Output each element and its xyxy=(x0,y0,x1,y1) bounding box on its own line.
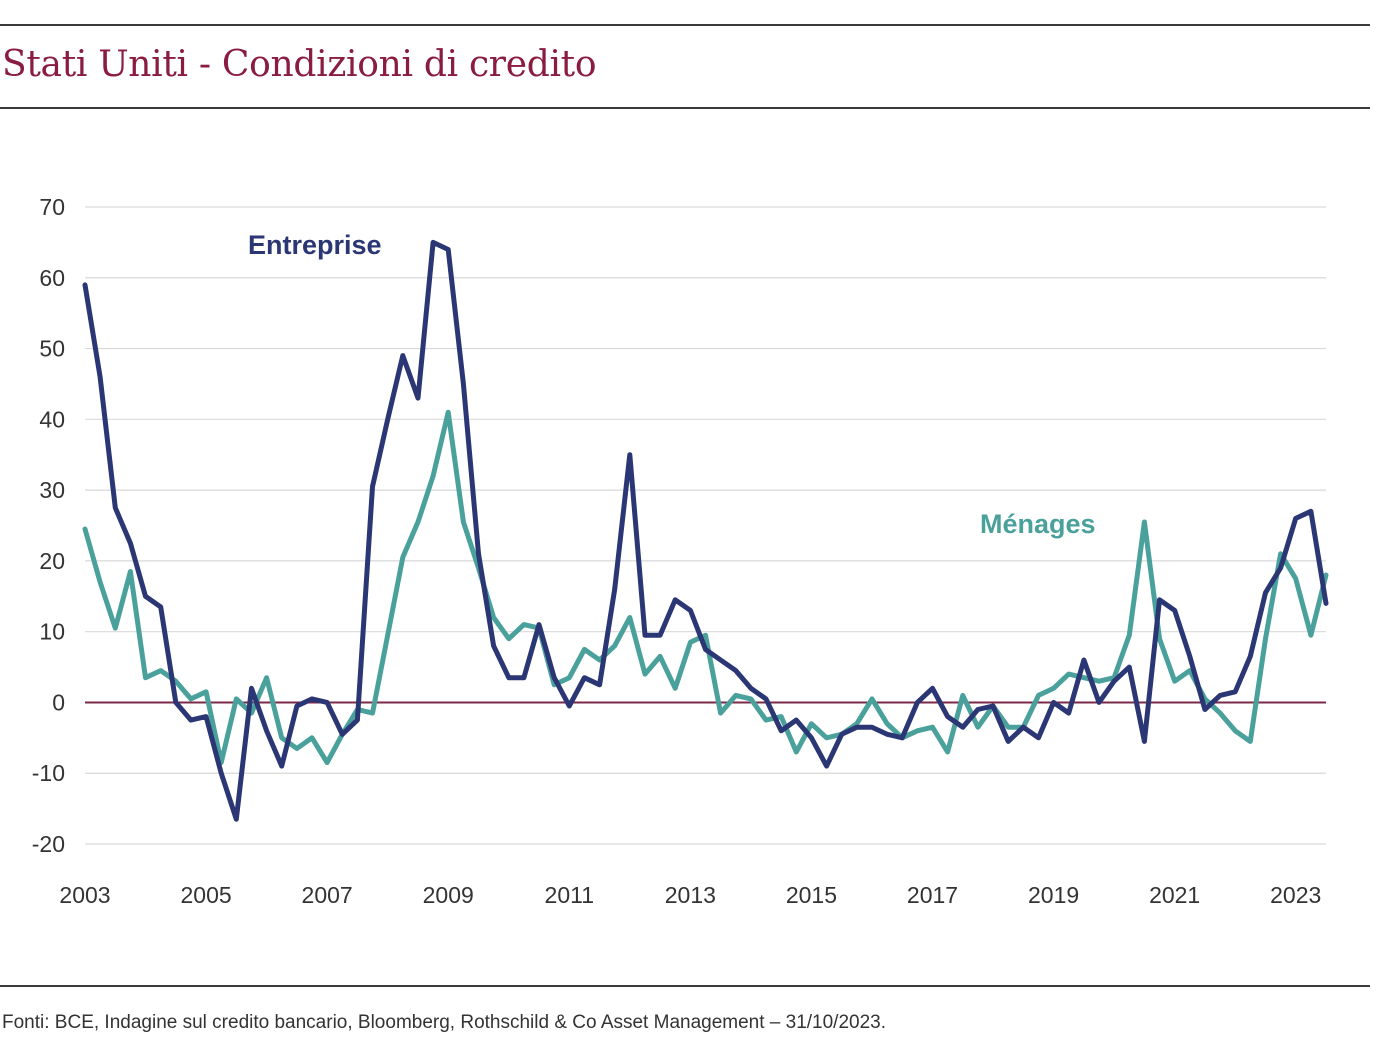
x-tick-label: 2009 xyxy=(423,882,474,908)
x-axis-ticks: 2003 2005 2007 2009 2011 2013 2015 2017 2019 2021… xyxy=(59,882,1321,908)
top-rule xyxy=(0,24,1370,26)
series-lines xyxy=(82,239,1329,822)
x-tick-label: 2021 xyxy=(1149,882,1200,908)
grid-lines xyxy=(85,206,1326,845)
y-tick-label: 0 xyxy=(52,689,65,715)
x-tick-label: 2023 xyxy=(1270,882,1321,908)
y-tick-label: 30 xyxy=(39,477,65,503)
y-tick-label: 40 xyxy=(39,406,65,432)
source-note: Fonti: BCE, Indagine sul credito bancari… xyxy=(2,1012,887,1033)
x-tick-label: 2005 xyxy=(180,882,231,908)
y-tick-label: 70 xyxy=(39,194,65,220)
y-axis-ticks: 70 60 50 40 30 20 10 0 -10 -20 xyxy=(32,194,65,857)
y-tick-label: 50 xyxy=(39,336,65,362)
x-tick-label: 2011 xyxy=(545,882,594,908)
y-tick-label: 10 xyxy=(39,619,65,645)
series-label-entreprise: Entreprise xyxy=(248,230,382,260)
x-tick-label: 2007 xyxy=(302,882,353,908)
y-tick-label: 60 xyxy=(39,265,65,291)
x-tick-label: 2019 xyxy=(1028,882,1079,908)
page-title: Stati Uniti - Condizioni di credito xyxy=(2,44,597,85)
series-line-menages xyxy=(82,409,1329,766)
title-rule xyxy=(0,107,1370,109)
x-tick-label: 2017 xyxy=(907,882,958,908)
series-line-entreprise xyxy=(82,239,1329,822)
y-tick-label: -10 xyxy=(32,760,65,786)
series-label-menages: Ménages xyxy=(980,509,1096,539)
x-tick-label: 2013 xyxy=(665,882,716,908)
x-tick-label: 2015 xyxy=(786,882,837,908)
bottom-rule xyxy=(0,985,1370,987)
y-tick-label: 20 xyxy=(39,548,65,574)
y-tick-label: -20 xyxy=(32,831,65,857)
x-tick-label: 2003 xyxy=(59,882,110,908)
